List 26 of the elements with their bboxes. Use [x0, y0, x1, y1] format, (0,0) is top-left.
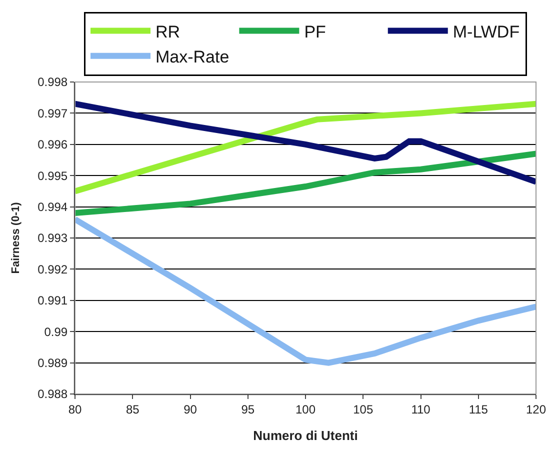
y-tick-label: 0.998	[38, 75, 68, 90]
y-tick-label: 0.996	[38, 138, 68, 152]
x-tick-label: 115	[468, 402, 488, 416]
x-tick-label: 95	[241, 402, 255, 416]
legend-label: Max-Rate	[156, 48, 230, 67]
x-tick-label: 110	[411, 402, 431, 416]
legend-label: RR	[156, 22, 180, 42]
y-tick-label: 0.994	[38, 200, 68, 214]
x-tick-label: 120	[526, 402, 546, 416]
y-tick-label: 0.995	[38, 168, 68, 183]
legend-label: PF	[304, 22, 326, 42]
x-tick-label: 80	[68, 402, 82, 416]
x-tick-label: 90	[184, 402, 198, 416]
x-axis-title: Numero di Utenti	[253, 428, 358, 443]
y-axis-title: Fairness (0-1)	[10, 202, 22, 274]
y-tick-label: 0.997	[38, 106, 68, 120]
y-tick-label: 0.989	[38, 356, 68, 370]
x-tick-label: 85	[126, 402, 140, 416]
y-tick-label: 0.988	[38, 387, 68, 402]
legend-label: M-LWDF	[452, 22, 520, 42]
y-tick-label: 0.993	[38, 231, 68, 246]
x-tick-label: 100	[295, 402, 316, 416]
y-tick-label: 0.992	[38, 262, 68, 276]
y-tick-label: 0.991	[38, 294, 68, 308]
y-tick-label: 0.99	[44, 324, 68, 339]
x-tick-label: 105	[353, 402, 374, 416]
